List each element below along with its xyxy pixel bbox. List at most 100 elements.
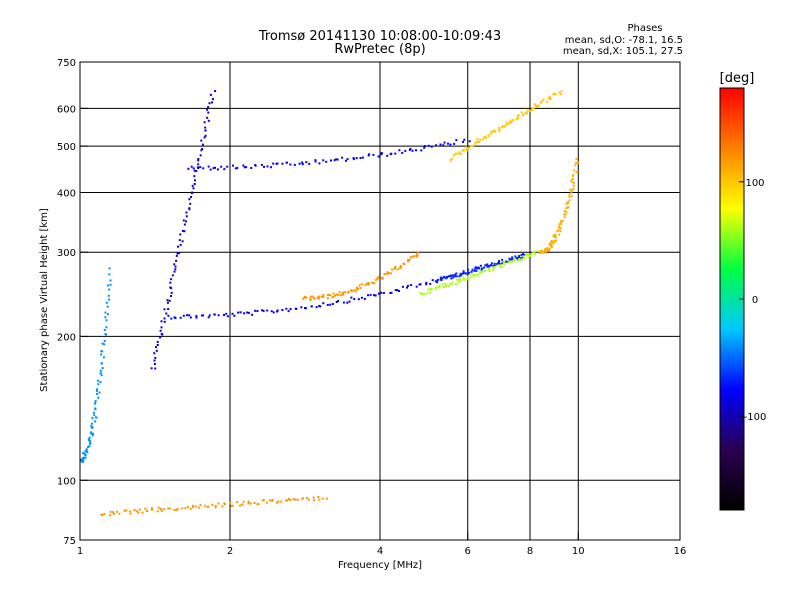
trace-point <box>280 500 283 503</box>
trace-point <box>193 183 196 185</box>
trace-point <box>501 125 504 128</box>
trace-point <box>184 507 187 510</box>
trace-point <box>85 448 88 451</box>
trace-point <box>294 307 297 310</box>
trace-point <box>449 158 452 161</box>
trace-point <box>214 166 216 169</box>
trace-point <box>207 106 210 109</box>
trace-point <box>109 283 112 286</box>
trace-point <box>546 248 549 251</box>
trace-point <box>188 208 191 211</box>
trace-point <box>383 273 386 276</box>
trace-point <box>106 284 109 287</box>
trace-point <box>476 267 479 270</box>
trace-point <box>416 254 419 257</box>
trace-point <box>270 166 272 169</box>
trace-point <box>287 497 290 500</box>
trace-point <box>529 255 532 257</box>
trace-point <box>100 374 103 377</box>
trace-point <box>271 498 274 501</box>
trace-point <box>263 165 265 168</box>
trace-point <box>349 289 352 292</box>
trace-point <box>92 432 94 435</box>
trace-point <box>436 278 439 281</box>
trace-point <box>435 144 437 147</box>
trace-point <box>560 219 563 222</box>
trace-point <box>462 271 465 274</box>
trace-point <box>262 310 265 312</box>
trace-point <box>90 432 93 435</box>
trace-point <box>457 278 460 281</box>
trace-point <box>451 157 454 160</box>
trace-point <box>518 258 521 260</box>
trace-point <box>565 207 568 210</box>
trace-series <box>80 267 112 463</box>
trace-point <box>391 268 394 271</box>
trace-point <box>571 188 574 191</box>
trace-point <box>568 193 571 196</box>
trace-point <box>517 114 520 117</box>
trace-point <box>182 229 184 232</box>
trace-point <box>98 391 101 394</box>
trace-point <box>94 420 97 423</box>
trace-point <box>199 504 202 507</box>
trace-point <box>548 95 551 98</box>
trace-point <box>538 252 541 255</box>
trace-point <box>109 279 112 282</box>
trace-point <box>515 118 518 121</box>
trace-point <box>550 243 553 246</box>
trace-point <box>203 121 206 124</box>
colorbar-tick-label: 0 <box>752 295 758 306</box>
trace-point <box>541 100 544 102</box>
trace-point <box>411 255 414 258</box>
trace-point <box>96 388 99 391</box>
trace-point <box>532 251 535 254</box>
trace-point <box>533 253 536 255</box>
trace-point <box>93 402 96 405</box>
trace-point <box>487 134 490 137</box>
trace-point <box>103 329 106 331</box>
trace-point <box>193 175 196 178</box>
trace-point <box>373 282 376 285</box>
trace-point <box>247 311 250 314</box>
trace-point <box>559 93 562 96</box>
trace-point <box>498 262 501 265</box>
trace-point <box>364 283 367 286</box>
trace-point <box>377 155 380 158</box>
trace-point <box>401 285 404 288</box>
trace-point <box>318 304 321 307</box>
trace-point <box>159 336 162 339</box>
trace-point <box>492 268 495 271</box>
trace-point <box>530 253 533 256</box>
trace-point <box>95 390 98 393</box>
trace-point <box>247 500 250 503</box>
trace-point <box>192 167 195 170</box>
trace-point <box>459 277 462 280</box>
trace-point <box>170 317 173 320</box>
trace-point <box>353 298 356 301</box>
trace-point <box>509 258 512 261</box>
trace-point <box>301 163 304 166</box>
chart-title: Tromsø 20141130 10:08:00-10:09:43 <box>258 29 501 44</box>
trace-point <box>505 260 507 263</box>
trace-point <box>374 294 377 297</box>
trace-point <box>156 344 159 346</box>
colorbar-label: [deg] <box>720 71 755 86</box>
trace-point <box>197 159 200 162</box>
trace-point <box>167 507 170 510</box>
trace-point <box>232 164 234 167</box>
trace-point <box>486 265 489 268</box>
trace-point <box>322 295 325 298</box>
trace-point <box>489 132 492 135</box>
trace-point <box>474 267 477 270</box>
trace-point <box>251 313 254 316</box>
trace-point <box>377 276 380 278</box>
trace-point <box>163 508 166 511</box>
trace-point <box>399 266 402 269</box>
trace-point <box>212 167 215 170</box>
trace-point <box>308 162 311 165</box>
trace-point <box>429 291 432 294</box>
trace-point <box>204 129 207 132</box>
trace-point <box>163 317 166 320</box>
trace-point <box>439 143 442 146</box>
